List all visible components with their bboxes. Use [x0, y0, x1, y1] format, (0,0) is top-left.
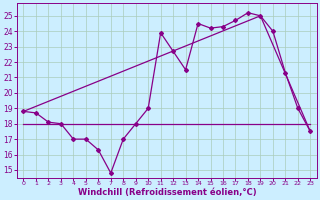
X-axis label: Windchill (Refroidissement éolien,°C): Windchill (Refroidissement éolien,°C): [77, 188, 256, 197]
